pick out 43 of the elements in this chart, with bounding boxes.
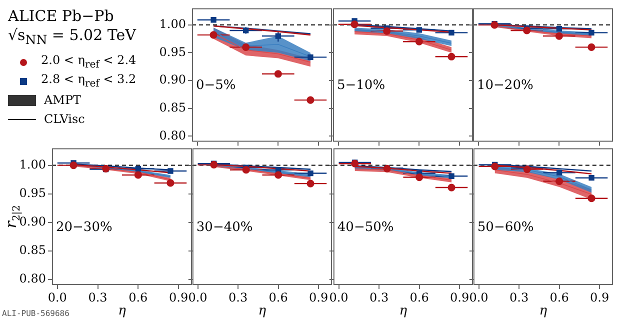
- y-tick-label: 0.80: [159, 128, 186, 142]
- x-tick-label: 0.0: [188, 290, 208, 304]
- x-tick-label: 0.6: [268, 290, 288, 304]
- y-tick-label: 0.85: [159, 100, 186, 115]
- text: AMPT: [44, 92, 82, 109]
- x-tick-label: 0.9: [168, 290, 188, 304]
- x-tick-label: 0.6: [128, 290, 148, 304]
- x-tick-label: 0.6: [410, 290, 429, 304]
- x-tick-label: 0.3: [88, 290, 108, 304]
- y-tick-label: 0.85: [19, 242, 46, 257]
- x-tick-label: 0.0: [48, 290, 67, 304]
- annotation: 50−60%: [477, 220, 534, 235]
- y-tick-label: 0.90: [159, 72, 186, 87]
- x-tick-label: 0.3: [369, 290, 389, 304]
- x-axis-title: η: [399, 304, 408, 319]
- annotation: 40−50%: [337, 220, 394, 235]
- legend-label: 2.0 < η$_{ref}$ < 2.4: [41, 52, 136, 70]
- annotation: 30−40%: [196, 220, 253, 235]
- legend-label: 2.8 < η$_{ref}$ < 3.2: [41, 70, 136, 92]
- y-tick-label: 1.00: [159, 17, 186, 32]
- x-tick-label: 0.3: [228, 290, 248, 304]
- x-tick-label: 0.9: [590, 290, 610, 304]
- annotation: 20−30%: [56, 220, 112, 235]
- text: CLVisc: [44, 111, 85, 128]
- x-tick-label: 0.9: [450, 290, 470, 304]
- x-tick-label: 0.0: [329, 290, 348, 304]
- x-tick-label: 0.9: [309, 290, 328, 304]
- x-axis-title: η: [258, 304, 266, 319]
- y-tick-label: 0.80: [19, 271, 46, 286]
- text: ALI-PUB-569686: [2, 309, 70, 318]
- text: √s$_{NN}$ = 5.02 TeV: [8, 26, 138, 49]
- x-tick-label: 0.3: [509, 290, 529, 304]
- y-tick-label: 0.95: [159, 44, 186, 59]
- annotation: 5−10%: [337, 78, 386, 94]
- x-tick-label: 0.6: [550, 290, 569, 304]
- text: ALICE Pb−Pb: [8, 7, 115, 26]
- x-axis-title: η: [118, 304, 126, 319]
- x-axis-title: η: [539, 304, 548, 319]
- annotation: 10−20%: [477, 78, 534, 94]
- y-tick-label: 0.95: [19, 186, 46, 200]
- annotation: 0−5%: [196, 78, 236, 94]
- x-tick-label: 0.0: [469, 290, 488, 304]
- y-tick-label: 1.00: [19, 157, 46, 172]
